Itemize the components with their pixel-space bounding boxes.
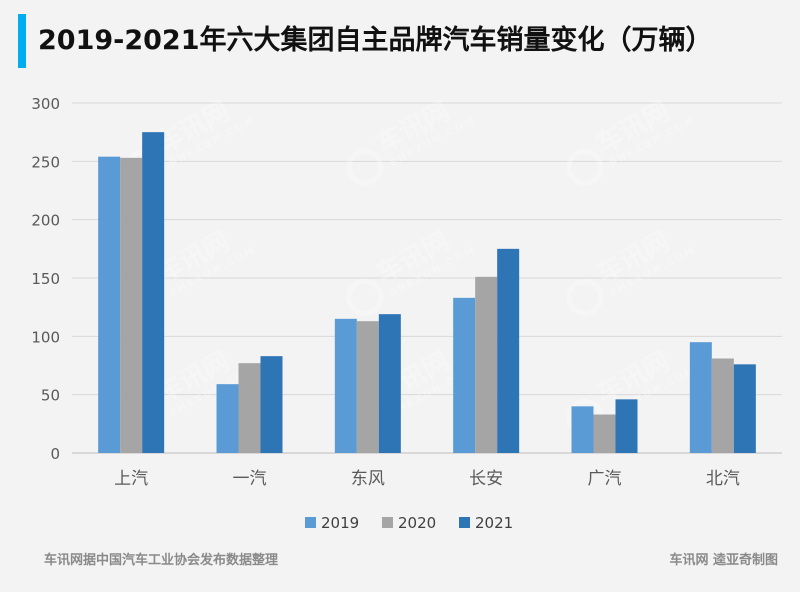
bar-2020	[593, 414, 616, 453]
bar-2021	[615, 399, 638, 453]
bar-2021	[497, 248, 520, 453]
bar-2020	[120, 157, 143, 454]
x-axis: 上汽 一汽 东风 长安 广汽 北汽	[114, 469, 740, 489]
bar-2020	[475, 276, 498, 453]
bar-2019	[98, 156, 121, 453]
y-tick-label: 150	[31, 270, 60, 288]
bars	[98, 132, 756, 454]
bar-2021	[260, 356, 283, 453]
x-tick-label: 东风	[351, 469, 385, 489]
watermark-logo-icon	[566, 148, 604, 186]
x-tick-label: 长安	[469, 469, 503, 489]
y-tick-label: 0	[50, 445, 60, 463]
x-tick-label: 一汽	[233, 469, 267, 489]
legend-label: 2021	[475, 514, 513, 532]
x-tick-label: 上汽	[114, 469, 148, 489]
bar-2019	[216, 384, 239, 453]
bar-2019	[453, 297, 476, 453]
credit-line: 车讯网 逵亚奇制图	[669, 553, 778, 568]
x-tick-label: 广汽	[588, 469, 622, 489]
legend-label: 2020	[398, 514, 436, 532]
legend-swatch-2020	[382, 517, 393, 528]
watermark-logo-icon	[566, 278, 604, 316]
y-tick-label: 50	[41, 387, 60, 405]
y-axis: 0 50 100 150 200 250 300	[31, 95, 60, 463]
legend: 2019 2020 2021	[305, 514, 513, 532]
chart-title: 2019-2021年六大集团自主品牌汽车销量变化（万辆）	[38, 25, 713, 56]
watermark-logo-icon	[346, 148, 384, 186]
bar-2019	[571, 406, 594, 453]
x-tick-label: 北汽	[706, 469, 740, 489]
legend-label: 2019	[321, 514, 359, 532]
y-tick-label: 250	[31, 153, 60, 171]
bar-2020	[238, 363, 261, 453]
bar-2019	[689, 342, 712, 453]
bar-2021	[733, 364, 756, 453]
title-accent-bar	[18, 14, 26, 68]
y-tick-label: 300	[31, 95, 60, 113]
bar-2020	[711, 358, 734, 453]
legend-swatch-2019	[305, 517, 316, 528]
legend-swatch-2021	[459, 517, 470, 528]
bar-2021	[378, 314, 401, 453]
watermark-logo-icon	[346, 278, 384, 316]
y-tick-label: 200	[31, 212, 60, 230]
bar-2020	[356, 321, 379, 453]
bar-2021	[142, 132, 165, 453]
bar-2019	[334, 318, 357, 453]
source-note: 车讯网据中国汽车工业协会发布数据整理	[44, 553, 279, 568]
y-tick-label: 100	[31, 328, 60, 346]
gridlines	[72, 102, 782, 454]
